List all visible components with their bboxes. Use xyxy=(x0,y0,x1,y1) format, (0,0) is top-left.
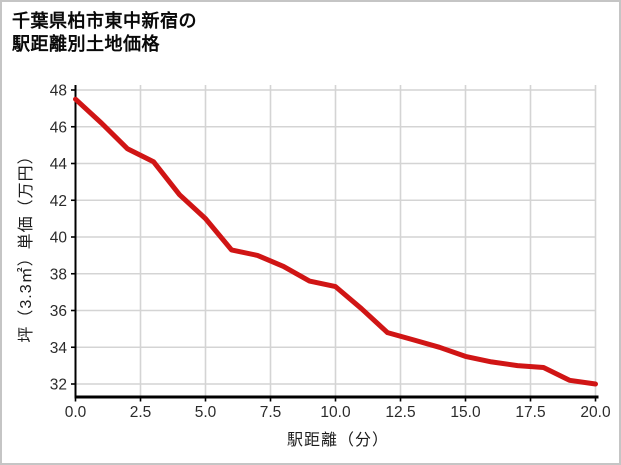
y-tick-label: 44 xyxy=(50,156,68,173)
y-tick-label: 32 xyxy=(50,377,67,394)
y-tick-label: 36 xyxy=(50,303,67,320)
x-tick-label: 2.5 xyxy=(130,404,152,421)
x-tick-label: 15.0 xyxy=(450,404,481,421)
y-tick-label: 38 xyxy=(50,266,67,283)
x-tick-label: 20.0 xyxy=(580,404,611,421)
y-tick-label: 46 xyxy=(50,119,67,136)
x-tick-label: 5.0 xyxy=(195,404,217,421)
x-tick-label: 12.5 xyxy=(385,404,415,421)
x-tick-label: 7.5 xyxy=(260,404,282,421)
y-tick-label: 42 xyxy=(50,193,67,210)
chart-title-line-1: 千葉県柏市東中新宿の xyxy=(12,11,197,31)
chart-title-line-2: 駅距離別土地価格 xyxy=(12,34,160,54)
chart-title: 千葉県柏市東中新宿の 駅距離別土地価格 xyxy=(12,10,197,56)
x-tick-label: 0.0 xyxy=(65,404,87,421)
x-axis-label: 駅距離（分） xyxy=(286,432,390,449)
x-tick-label: 17.5 xyxy=(515,404,545,421)
y-tick-label: 40 xyxy=(50,230,68,247)
y-tick-label: 34 xyxy=(50,340,68,357)
x-tick-label: 10.0 xyxy=(320,404,351,421)
price-line xyxy=(73,96,598,387)
y-axis-label: 坪（3.3㎡）単価（万円） xyxy=(18,147,35,343)
y-tick-label: 48 xyxy=(50,83,67,100)
